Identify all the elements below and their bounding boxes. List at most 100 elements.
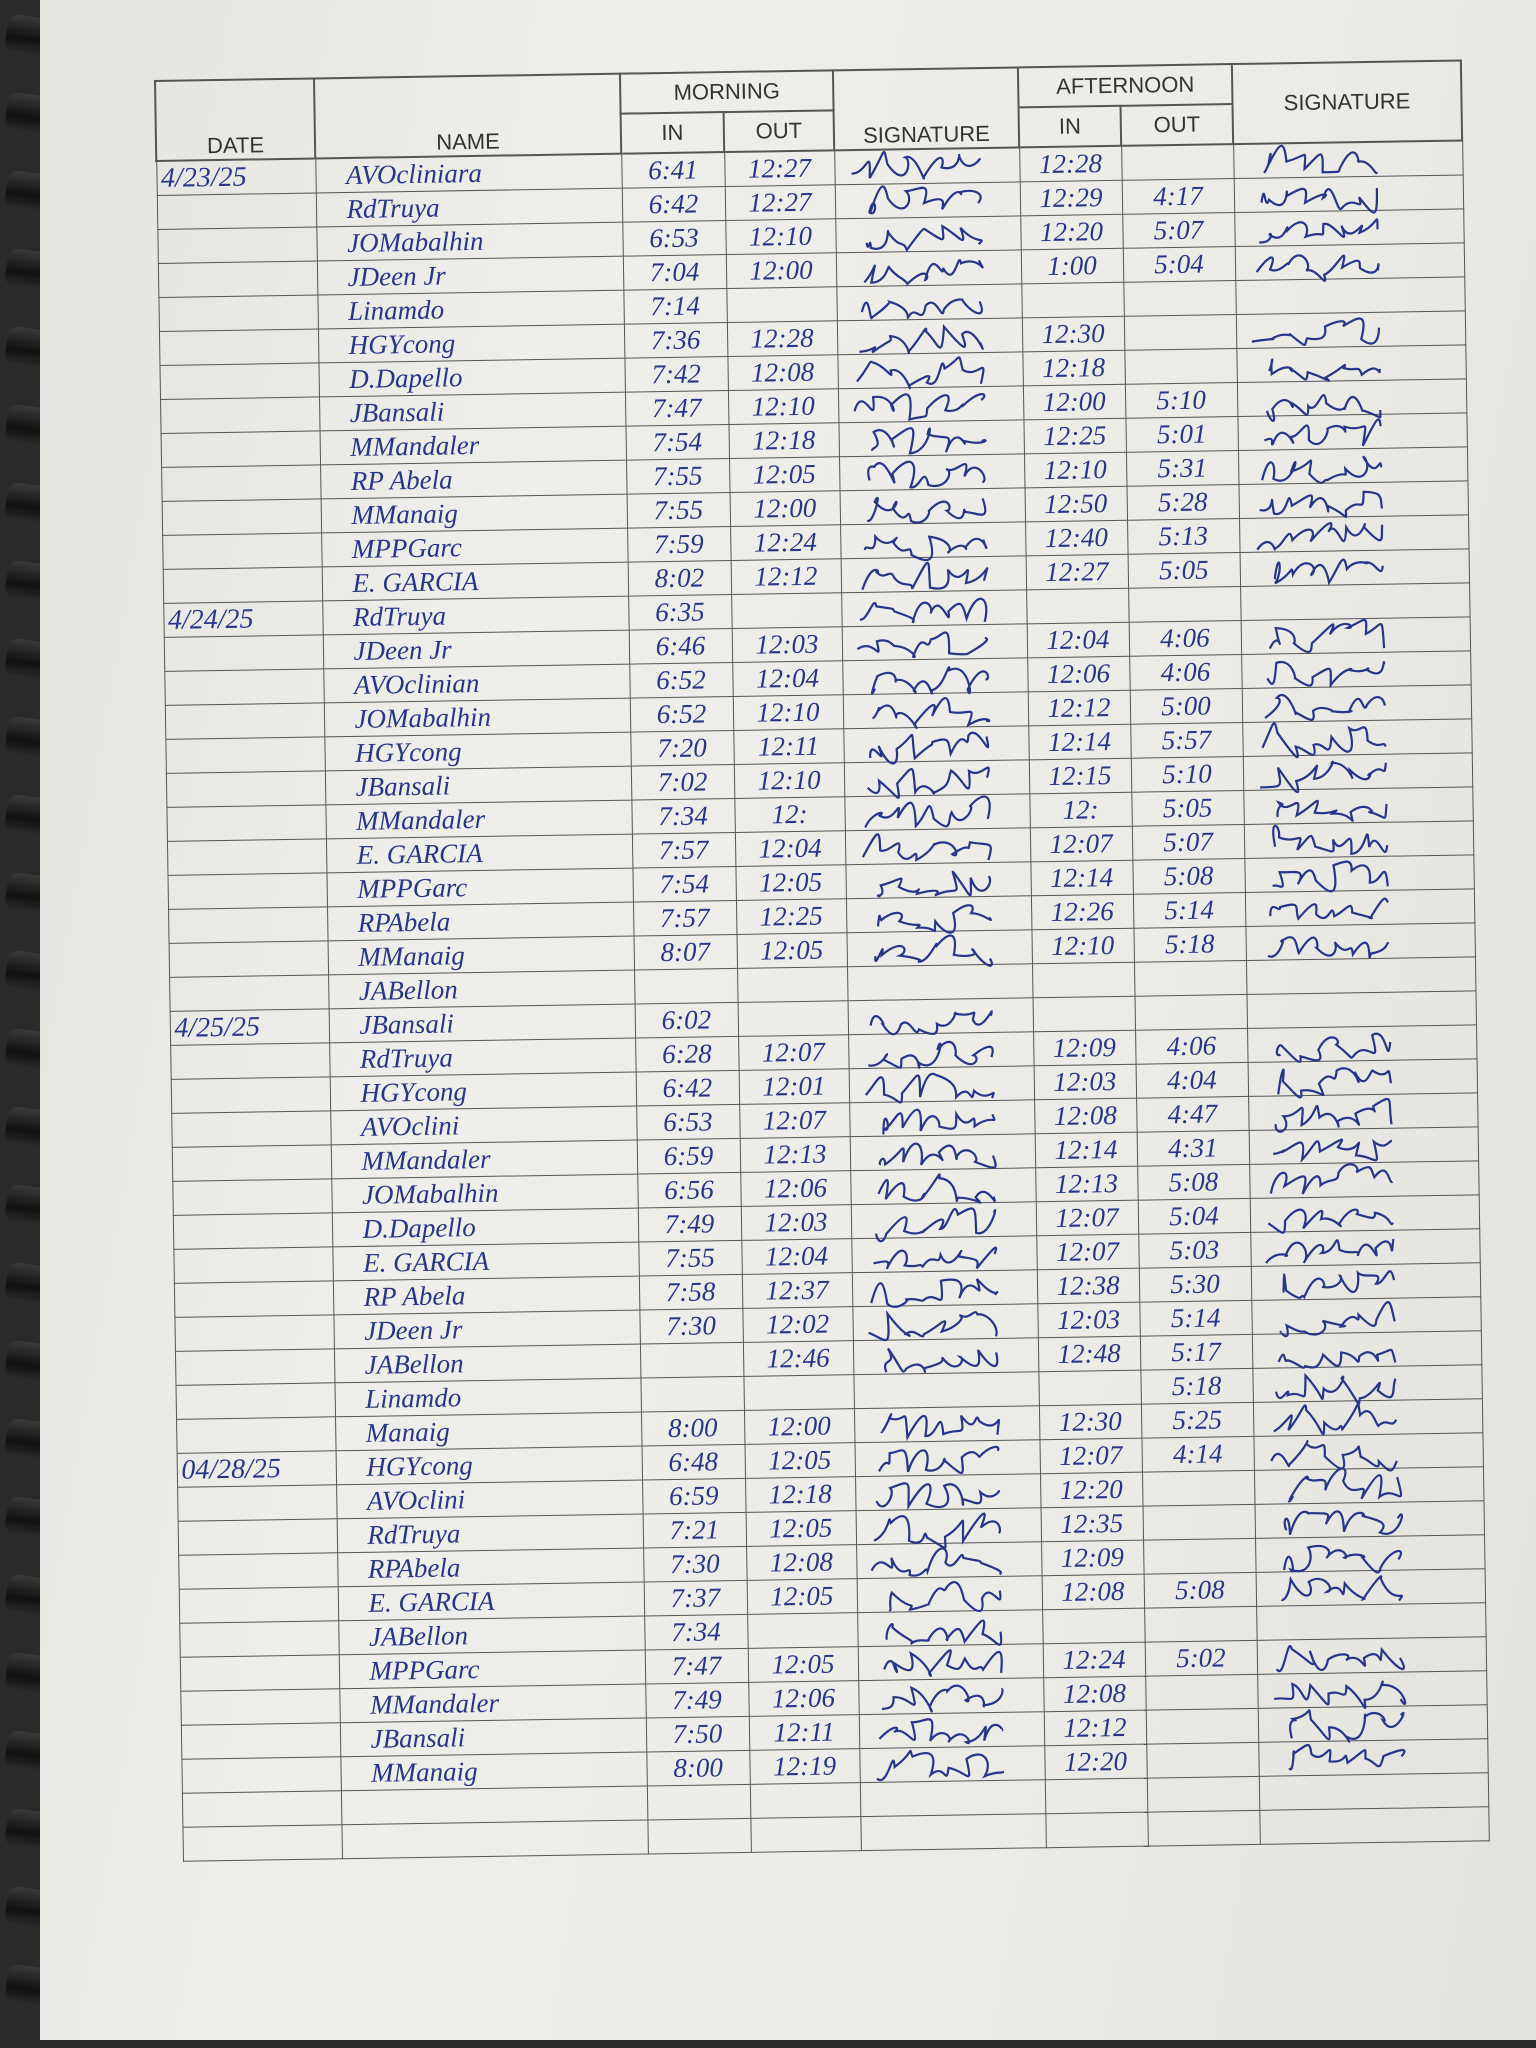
morning-in-header: IN bbox=[620, 112, 725, 154]
morning-in-cell: 7:47 bbox=[644, 1648, 749, 1684]
afternoon-in-cell: 12:30 bbox=[1021, 316, 1125, 352]
afternoon-signature-cell bbox=[1250, 1262, 1481, 1301]
date-cell bbox=[170, 1076, 331, 1114]
table-row: HGYcong 7:20 12:11 12:14 5:57 bbox=[165, 718, 1472, 774]
afternoon-in-cell bbox=[1032, 962, 1135, 998]
table-row: AVOclini 6:53 12:07 12:08 4:47 bbox=[171, 1092, 1478, 1148]
handwritten-signature bbox=[875, 1749, 1004, 1782]
handwritten-signature bbox=[871, 697, 990, 729]
name-cell: E. GARCIA bbox=[325, 834, 633, 873]
afternoon-signature-header: SIGNATURE bbox=[1231, 60, 1463, 145]
morning-signature-cell bbox=[837, 351, 1023, 390]
handwritten-signature bbox=[1261, 722, 1387, 759]
afternoon-signature-cell bbox=[1244, 854, 1474, 893]
name-cell: D.Dapello bbox=[318, 358, 625, 397]
afternoon-signature-cell bbox=[1245, 922, 1475, 961]
handwritten-signature bbox=[868, 731, 989, 765]
handwritten-signature bbox=[863, 259, 984, 286]
name-cell: E. GARCIA bbox=[321, 562, 629, 601]
morning-header: MORNING bbox=[619, 70, 834, 114]
morning-signature-cell bbox=[839, 487, 1026, 525]
date-cell bbox=[156, 192, 317, 230]
afternoon-out-cell: 5:31 bbox=[1125, 450, 1239, 487]
morning-out-cell: 12:05 bbox=[745, 1510, 857, 1547]
morning-signature-cell bbox=[852, 1303, 1038, 1342]
handwritten-signature bbox=[878, 1142, 997, 1169]
handwritten-signature bbox=[866, 460, 985, 489]
date-cell: 04/28/25 bbox=[176, 1450, 337, 1488]
handwritten-signature bbox=[1258, 218, 1379, 244]
morning-in-cell: 7:30 bbox=[639, 1308, 743, 1345]
name-cell: HGYcong bbox=[329, 1072, 637, 1111]
morning-out-cell: 12:28 bbox=[726, 320, 838, 357]
afternoon-in-header: IN bbox=[1018, 105, 1122, 148]
morning-signature-cell bbox=[842, 691, 1029, 729]
morning-out-cell: 12:07 bbox=[738, 1034, 849, 1071]
handwritten-signature bbox=[1251, 317, 1380, 347]
morning-signature-cell bbox=[843, 725, 1029, 765]
handwritten-signature bbox=[1271, 824, 1388, 855]
afternoon-signature-cell bbox=[1257, 1704, 1488, 1743]
afternoon-in-cell: 12:14 bbox=[1034, 1132, 1138, 1168]
table-row: RPAbela 7:30 12:08 12:09 bbox=[178, 1534, 1485, 1590]
handwritten-signature bbox=[1260, 455, 1382, 484]
date-cell bbox=[162, 532, 322, 570]
afternoon-in-cell: 12:28 bbox=[1019, 145, 1122, 182]
afternoon-out-cell: 5:08 bbox=[1143, 1572, 1257, 1609]
handwritten-signature bbox=[867, 1040, 994, 1069]
handwritten-signature bbox=[865, 224, 983, 253]
morning-out-cell: 12:01 bbox=[738, 1068, 850, 1105]
handwritten-signature bbox=[1280, 1575, 1403, 1602]
table-row: JOMabalhin 6:56 12:06 12:13 5:08 bbox=[172, 1160, 1479, 1216]
morning-signature-cell bbox=[851, 1235, 1037, 1273]
handwritten-signature bbox=[1259, 760, 1387, 794]
handwritten-signature bbox=[1276, 1067, 1392, 1099]
afternoon-out-cell: 4:17 bbox=[1121, 178, 1235, 215]
handwritten-signature bbox=[877, 1445, 999, 1475]
date-cell bbox=[178, 1552, 338, 1590]
name-cell: JDeen Jr bbox=[322, 630, 630, 669]
morning-in-cell: 7:55 bbox=[638, 1240, 742, 1277]
name-cell: AVOclini bbox=[330, 1106, 637, 1145]
name-cell: Manaig bbox=[335, 1412, 642, 1451]
date-cell bbox=[157, 226, 317, 264]
morning-signature-cell bbox=[858, 1677, 1044, 1715]
table-row: MMandaler 7:49 12:06 12:08 bbox=[180, 1670, 1487, 1726]
morning-in-cell: 7:49 bbox=[637, 1206, 742, 1243]
name-cell: RPAbela bbox=[337, 1547, 644, 1587]
morning-in-cell: 6:35 bbox=[628, 594, 732, 631]
handwritten-signature bbox=[1273, 1680, 1406, 1709]
attendance-table: DATE NAME MORNING SIGNATURE AFTERNOON SI… bbox=[154, 59, 1490, 1862]
morning-signature-cell bbox=[840, 521, 1026, 562]
morning-in-cell: 6:52 bbox=[629, 696, 734, 733]
morning-in-cell: 7:20 bbox=[630, 730, 734, 767]
date-cell bbox=[176, 1416, 336, 1454]
afternoon-in-cell: 12:29 bbox=[1019, 180, 1123, 216]
afternoon-out-cell: 5:04 bbox=[1137, 1198, 1251, 1235]
name-cell: JBansali bbox=[328, 1004, 636, 1043]
morning-out-cell: 12:18 bbox=[728, 422, 840, 459]
afternoon-signature-cell bbox=[1243, 786, 1473, 825]
handwritten-signature bbox=[867, 1309, 998, 1342]
afternoon-out-cell: 5:25 bbox=[1140, 1402, 1254, 1439]
handwritten-signature bbox=[1273, 558, 1384, 586]
morning-in-cell: 7:50 bbox=[645, 1716, 750, 1752]
afternoon-in-cell: 12:07 bbox=[1035, 1200, 1139, 1236]
handwritten-signature bbox=[1275, 1645, 1405, 1673]
afternoon-in-cell: 12:06 bbox=[1027, 656, 1130, 692]
morning-in-cell: 7:47 bbox=[624, 390, 729, 427]
morning-in-cell: 6:56 bbox=[637, 1172, 741, 1209]
afternoon-out-cell: 5:28 bbox=[1126, 484, 1240, 521]
table-row: MPPGarc 7:47 12:05 12:24 5:02 bbox=[179, 1636, 1487, 1692]
handwritten-signature bbox=[869, 1010, 993, 1036]
afternoon-out-cell: 4:04 bbox=[1135, 1062, 1249, 1099]
table-row: MPPGarc 7:54 12:05 12:14 5:08 bbox=[167, 854, 1474, 910]
afternoon-in-cell: 12:12 bbox=[1027, 690, 1131, 726]
morning-out-cell: 12:10 bbox=[733, 762, 845, 799]
handwritten-signature bbox=[876, 870, 991, 898]
table-row: JDeen Jr 7:04 12:00 1:00 5:04 bbox=[157, 242, 1465, 298]
morning-out-cell bbox=[737, 1000, 849, 1037]
afternoon-in-cell bbox=[1038, 1370, 1141, 1406]
afternoon-in-cell: 12:08 bbox=[1043, 1676, 1146, 1712]
afternoon-in-cell: 12:14 bbox=[1028, 724, 1131, 760]
